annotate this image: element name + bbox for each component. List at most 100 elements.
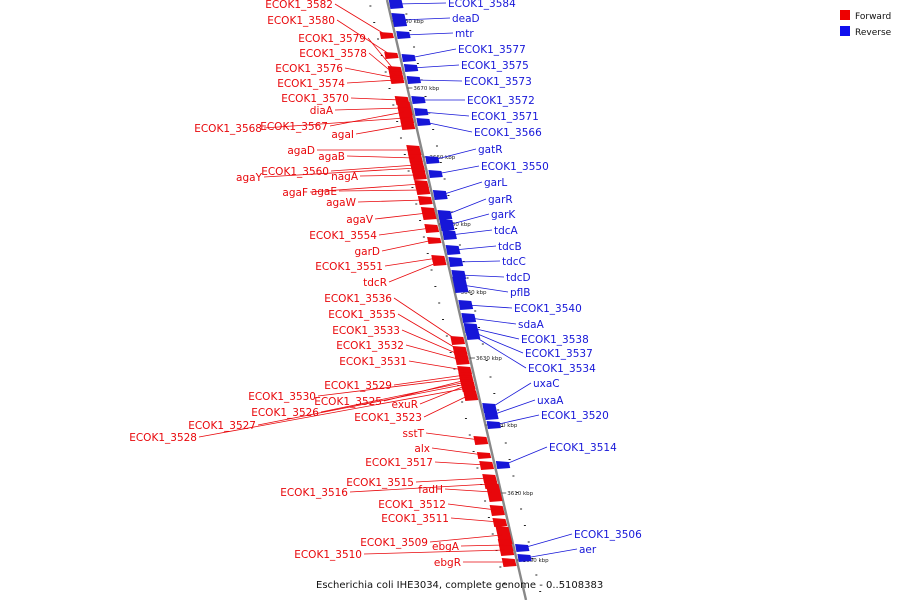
- gene-label-ecok1-3509[interactable]: ECOK1_3509: [360, 537, 428, 549]
- gene-feature-ecok1-3573[interactable]: [406, 76, 422, 84]
- gene-label-ecok1-3550[interactable]: ECOK1_3550: [481, 161, 549, 173]
- gene-label-ecok1-3568[interactable]: ECOK1_3568: [194, 123, 262, 135]
- gene-label-ebgr[interactable]: ebgR: [434, 557, 461, 569]
- gene-label-fadh[interactable]: fadH: [418, 484, 443, 496]
- gene-label-ecok1-3551[interactable]: ECOK1_3551: [315, 261, 383, 273]
- gene-label-ecok1-3572[interactable]: ECOK1_3572: [467, 95, 535, 107]
- gene-feature-ecok1-3512[interactable]: [489, 505, 505, 516]
- gene-feature-sdaa[interactable]: [461, 313, 477, 323]
- gene-feature-tdcb[interactable]: [445, 245, 461, 255]
- gene-label-diaa[interactable]: diaA: [310, 105, 334, 117]
- gene-label-ecok1-3570[interactable]: ECOK1_3570: [281, 93, 349, 105]
- gene-feature-agab[interactable]: [408, 154, 423, 163]
- gene-feature-ebgr[interactable]: [501, 558, 517, 567]
- gene-feature-ecok1-3577[interactable]: [401, 54, 416, 62]
- gene-feature-ecok1-3566[interactable]: [416, 118, 431, 126]
- gene-label-ecok1-3528[interactable]: ECOK1_3528: [129, 432, 197, 444]
- gene-label-tdca[interactable]: tdcA: [494, 225, 519, 237]
- gene-label-ecok1-3576[interactable]: ECOK1_3576: [275, 63, 343, 75]
- gene-label-ecok1-3538[interactable]: ECOK1_3538: [521, 334, 589, 346]
- gene-label-ecok1-3582[interactable]: ECOK1_3582: [265, 0, 333, 11]
- gene-label-agai[interactable]: agaI: [331, 129, 354, 141]
- gene-label-naga[interactable]: nagA: [331, 171, 359, 183]
- gene-feature-alx[interactable]: [476, 452, 492, 459]
- gene-feature-ecok1-3532[interactable]: [454, 356, 470, 365]
- gene-label-ecok1-3580[interactable]: ECOK1_3580: [267, 15, 335, 27]
- gene-label-ecok1-3574[interactable]: ECOK1_3574: [277, 78, 345, 90]
- gene-label-ecok1-3525[interactable]: ECOK1_3525: [314, 396, 382, 408]
- gene-label-ecok1-3579[interactable]: ECOK1_3579: [298, 33, 366, 45]
- gene-feature-ecok1-3510[interactable]: [498, 545, 515, 556]
- gene-label-ecok1-3554[interactable]: ECOK1_3554: [309, 230, 377, 242]
- gene-label-ecok1-3532[interactable]: ECOK1_3532: [336, 340, 404, 352]
- gene-label-ecok1-3560[interactable]: ECOK1_3560: [261, 166, 329, 178]
- gene-label-ecok1-3511[interactable]: ECOK1_3511: [381, 513, 449, 525]
- gene-label-aer[interactable]: aer: [579, 544, 597, 556]
- gene-label-agaw[interactable]: agaW: [326, 197, 357, 209]
- gene-feature-tdcr[interactable]: [432, 259, 447, 266]
- gene-feature-tdca[interactable]: [442, 230, 457, 240]
- gene-feature-tdcc[interactable]: [448, 257, 464, 267]
- gene-label-agad[interactable]: agaD: [287, 145, 315, 157]
- gene-label-gark[interactable]: garK: [491, 209, 516, 221]
- gene-label-mtr[interactable]: mtr: [455, 28, 474, 40]
- gene-label-ecok1-3523[interactable]: ECOK1_3523: [354, 412, 422, 424]
- gene-feature-ecok1-3574[interactable]: [390, 77, 405, 84]
- gene-label-tdcc[interactable]: tdcC: [502, 256, 526, 268]
- gene-label-ecok1-3577[interactable]: ECOK1_3577: [458, 44, 526, 56]
- gene-feature-agaw[interactable]: [417, 196, 433, 205]
- gene-label-agae[interactable]: agaE: [311, 186, 337, 198]
- gene-feature-ecok1-3554[interactable]: [424, 224, 440, 233]
- gene-feature-ecok1-3571[interactable]: [414, 108, 429, 116]
- gene-feature-gatr[interactable]: [425, 156, 440, 164]
- gene-label-uxac[interactable]: uxaC: [533, 378, 560, 390]
- gene-label-ecok1-3506[interactable]: ECOK1_3506: [574, 529, 642, 541]
- gene-label-ecok1-3512[interactable]: ECOK1_3512: [378, 499, 446, 511]
- gene-label-sdaa[interactable]: sdaA: [518, 319, 545, 331]
- gene-feature-ecok1-3523[interactable]: [463, 390, 479, 401]
- gene-label-ecok1-3530[interactable]: ECOK1_3530: [248, 391, 316, 403]
- gene-feature-ecok1-3580[interactable]: [384, 52, 399, 59]
- gene-label-ecok1-3533[interactable]: ECOK1_3533: [332, 325, 400, 337]
- gene-label-ecok1-3566[interactable]: ECOK1_3566: [474, 127, 542, 139]
- gene-feature-ecok1-3572[interactable]: [411, 96, 426, 104]
- gene-label-ecok1-3573[interactable]: ECOK1_3573: [464, 76, 532, 88]
- gene-label-alx[interactable]: alx: [414, 443, 430, 455]
- gene-feature-ecok1-3540[interactable]: [458, 300, 474, 310]
- gene-feature-ecok1-3550[interactable]: [428, 170, 443, 178]
- gene-feature-aer[interactable]: [517, 554, 532, 562]
- gene-label-ecok1-3540[interactable]: ECOK1_3540: [514, 303, 582, 315]
- gene-label-ecok1-3529[interactable]: ECOK1_3529: [324, 380, 392, 392]
- gene-label-tdcb[interactable]: tdcB: [498, 241, 522, 253]
- gene-label-ecok1-3567[interactable]: ECOK1_3567: [260, 121, 328, 133]
- gene-feature-agad[interactable]: [406, 145, 422, 156]
- gene-label-pflb[interactable]: pflB: [510, 287, 530, 299]
- gene-label-ecok1-3520[interactable]: ECOK1_3520: [541, 410, 609, 422]
- gene-feature-ecok1-3517[interactable]: [479, 461, 495, 470]
- gene-feature-fadh[interactable]: [485, 483, 503, 502]
- gene-feature-ecok1-3506[interactable]: [515, 544, 530, 552]
- gene-feature-sstt[interactable]: [473, 436, 489, 445]
- gene-feature-garl[interactable]: [432, 190, 448, 200]
- gene-feature-agav[interactable]: [420, 207, 437, 220]
- gene-feature-dead[interactable]: [391, 13, 408, 27]
- gene-feature-ecok1-3584[interactable]: [388, 0, 404, 9]
- gene-feature-agai[interactable]: [400, 121, 416, 130]
- gene-label-exur[interactable]: exuR: [392, 399, 418, 411]
- gene-feature-ecok1-3511[interactable]: [492, 518, 508, 527]
- gene-label-ecok1-3575[interactable]: ECOK1_3575: [461, 60, 529, 72]
- gene-label-ecok1-3527[interactable]: ECOK1_3527: [188, 420, 256, 432]
- gene-label-agaf[interactable]: agaF: [282, 187, 308, 199]
- gene-label-ecok1-3537[interactable]: ECOK1_3537: [525, 348, 593, 360]
- gene-label-ecok1-3571[interactable]: ECOK1_3571: [471, 111, 539, 123]
- gene-label-gard[interactable]: garD: [354, 246, 380, 258]
- gene-feature-garr[interactable]: [437, 210, 453, 220]
- gene-feature-uxaa[interactable]: [483, 410, 499, 420]
- gene-feature-ecok1-3582[interactable]: [379, 32, 394, 39]
- gene-feature-ecok1-3575[interactable]: [403, 64, 419, 72]
- gene-label-ecok1-3515[interactable]: ECOK1_3515: [346, 477, 414, 489]
- gene-label-garr[interactable]: garR: [488, 194, 513, 206]
- gene-feature-ecok1-3514[interactable]: [495, 461, 511, 469]
- gene-label-dead[interactable]: deaD: [452, 13, 480, 25]
- gene-label-ecok1-3517[interactable]: ECOK1_3517: [365, 457, 433, 469]
